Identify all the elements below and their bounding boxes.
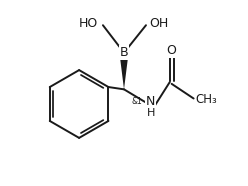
- Text: OH: OH: [150, 17, 169, 30]
- Text: B: B: [120, 46, 128, 59]
- Text: N: N: [146, 95, 155, 108]
- Text: O: O: [167, 44, 177, 57]
- Text: &1: &1: [131, 97, 142, 106]
- Text: H: H: [146, 108, 155, 118]
- Polygon shape: [120, 53, 128, 89]
- Text: CH₃: CH₃: [195, 93, 217, 106]
- Text: HO: HO: [79, 17, 98, 30]
